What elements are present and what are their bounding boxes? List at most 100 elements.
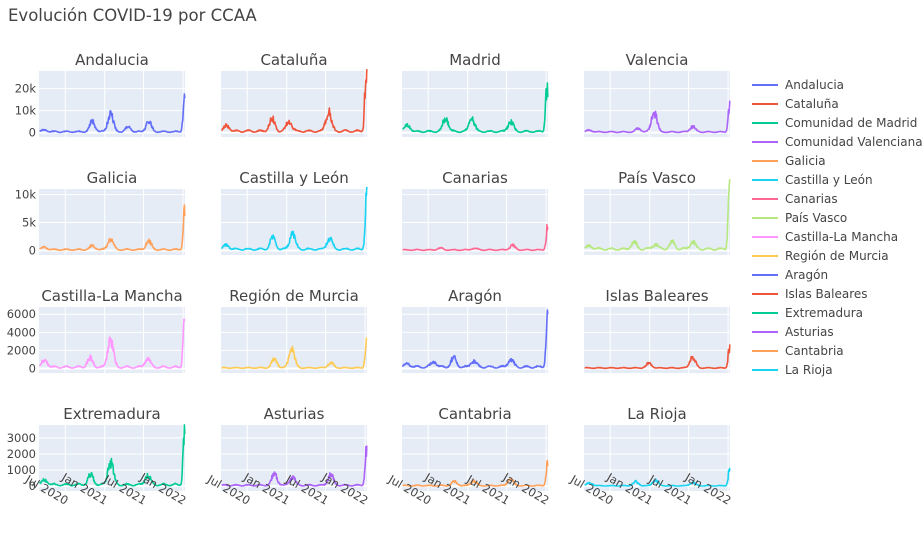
plot-area xyxy=(39,71,185,137)
subplot-title: Valencia xyxy=(626,51,689,69)
series-line xyxy=(402,459,549,487)
legend[interactable]: Andalucia Cataluña Comunidad de Madrid Comu… xyxy=(752,78,923,377)
legend-label: Asturias xyxy=(785,325,834,339)
legend-label: Galicia xyxy=(785,154,826,168)
series-line xyxy=(38,318,186,369)
subplot-title: Extremadura xyxy=(63,405,161,423)
plot-area xyxy=(39,425,185,491)
legend-item[interactable]: Canarias xyxy=(752,192,838,206)
series-line xyxy=(39,204,186,252)
legend-label: La Rioja xyxy=(785,363,833,377)
legend-label: Castilla y León xyxy=(785,173,873,187)
y-tick-label: 0 xyxy=(29,479,36,493)
y-tick-label: 10k xyxy=(15,188,37,202)
subplot-title: Aragón xyxy=(448,287,502,305)
subplot-canarias: Canarias xyxy=(402,169,549,255)
legend-item[interactable]: Comunidad Valenciana xyxy=(752,135,923,149)
subplot-cataluña: Cataluña xyxy=(221,51,368,137)
series-line xyxy=(402,82,549,134)
legend-label: Comunidad Valenciana xyxy=(785,135,923,149)
subplot-title: Castilla-La Mancha xyxy=(41,287,182,305)
legend-label: País Vasco xyxy=(785,211,847,225)
plot-area xyxy=(221,189,367,255)
y-tick-label: 2000 xyxy=(7,343,36,357)
y-tick-label: 0 xyxy=(29,361,36,375)
series-line xyxy=(401,309,549,369)
y-tick-label: 0 xyxy=(29,126,36,140)
series-line xyxy=(402,223,549,252)
subplot-andalucia: 0 10k 20k Andalucia xyxy=(15,51,186,140)
legend-item[interactable]: Aragón xyxy=(752,268,828,282)
plot-area xyxy=(584,307,730,373)
series-line xyxy=(584,178,731,251)
plot-area xyxy=(39,189,185,255)
series-line xyxy=(39,93,186,134)
series-line xyxy=(221,445,368,487)
series-line xyxy=(584,344,731,370)
subplot-title: Asturias xyxy=(264,405,325,423)
y-tick-label: 3000 xyxy=(7,431,36,445)
subplot-title: Castilla y León xyxy=(239,169,348,187)
legend-item[interactable]: País Vasco xyxy=(752,211,847,225)
series-line xyxy=(584,100,731,134)
legend-item[interactable]: Comunidad de Madrid xyxy=(752,116,917,130)
series-line xyxy=(38,424,186,487)
series-line xyxy=(220,186,368,251)
legend-item[interactable]: Castilla-La Mancha xyxy=(752,230,898,244)
legend-item[interactable]: Extremadura xyxy=(752,306,863,320)
subplot-title: Cataluña xyxy=(260,51,327,69)
legend-label: Comunidad de Madrid xyxy=(785,116,917,130)
legend-item[interactable]: Cataluña xyxy=(752,97,839,111)
subplot-title: Galicia xyxy=(87,169,138,187)
legend-item[interactable]: Islas Baleares xyxy=(752,287,868,301)
legend-item[interactable]: Andalucia xyxy=(752,78,844,92)
legend-item[interactable]: Región de Murcia xyxy=(752,249,889,263)
subplot-valencia: Valencia xyxy=(584,51,731,137)
legend-item[interactable]: Asturias xyxy=(752,325,834,339)
y-tick-label: 10k xyxy=(15,104,37,118)
subplot-title: Islas Baleares xyxy=(605,287,708,305)
plot-area xyxy=(402,71,548,137)
legend-label: Islas Baleares xyxy=(785,287,868,301)
plot-area xyxy=(584,425,730,491)
y-tick-label: 2000 xyxy=(7,447,36,461)
subplot-title: Madrid xyxy=(449,51,501,69)
subplot-galicia: 0 5k 10k Galicia xyxy=(15,169,186,258)
subplot-castilla-y-león: Castilla y León xyxy=(220,169,368,255)
subplot-title: Andalucia xyxy=(75,51,149,69)
plot-area xyxy=(221,71,367,137)
legend-label: Castilla-La Mancha xyxy=(785,230,898,244)
y-tick-label: 20k xyxy=(15,82,37,96)
chart-title: Evolución COVID-19 por CCAA xyxy=(8,6,257,25)
subplot-aragón: Aragón xyxy=(401,287,549,373)
series-line xyxy=(221,69,368,133)
legend-item[interactable]: Castilla y León xyxy=(752,173,873,187)
series-line xyxy=(221,337,368,370)
subplot-islas-baleares: Islas Baleares xyxy=(584,287,731,373)
plot-area xyxy=(221,307,367,373)
legend-label: Canarias xyxy=(785,192,838,206)
subplot-title: La Rioja xyxy=(627,405,686,423)
y-tick-label: 4000 xyxy=(7,325,36,339)
y-tick-label: 0 xyxy=(29,244,36,258)
subplot-title: Canarias xyxy=(442,169,508,187)
subplot-castilla-la-mancha: 0 2000 4000 6000 Castilla-La Mancha xyxy=(7,287,186,375)
legend-item[interactable]: La Rioja xyxy=(752,363,833,377)
subplot-país-vasco: País Vasco xyxy=(584,169,731,255)
y-tick-label: 6000 xyxy=(7,307,36,321)
legend-item[interactable]: Galicia xyxy=(752,154,826,168)
legend-item[interactable]: Cantabria xyxy=(752,344,844,358)
series-line xyxy=(584,467,731,487)
subplot-madrid: Madrid xyxy=(402,51,549,137)
legend-label: Extremadura xyxy=(785,306,863,320)
subplot-title: Región de Murcia xyxy=(229,287,359,305)
legend-label: Aragón xyxy=(785,268,828,282)
legend-label: Cataluña xyxy=(785,97,839,111)
legend-label: Andalucia xyxy=(785,78,844,92)
subplot-región-de-murcia: Región de Murcia xyxy=(221,287,368,373)
y-tick-label: 5k xyxy=(22,216,36,230)
